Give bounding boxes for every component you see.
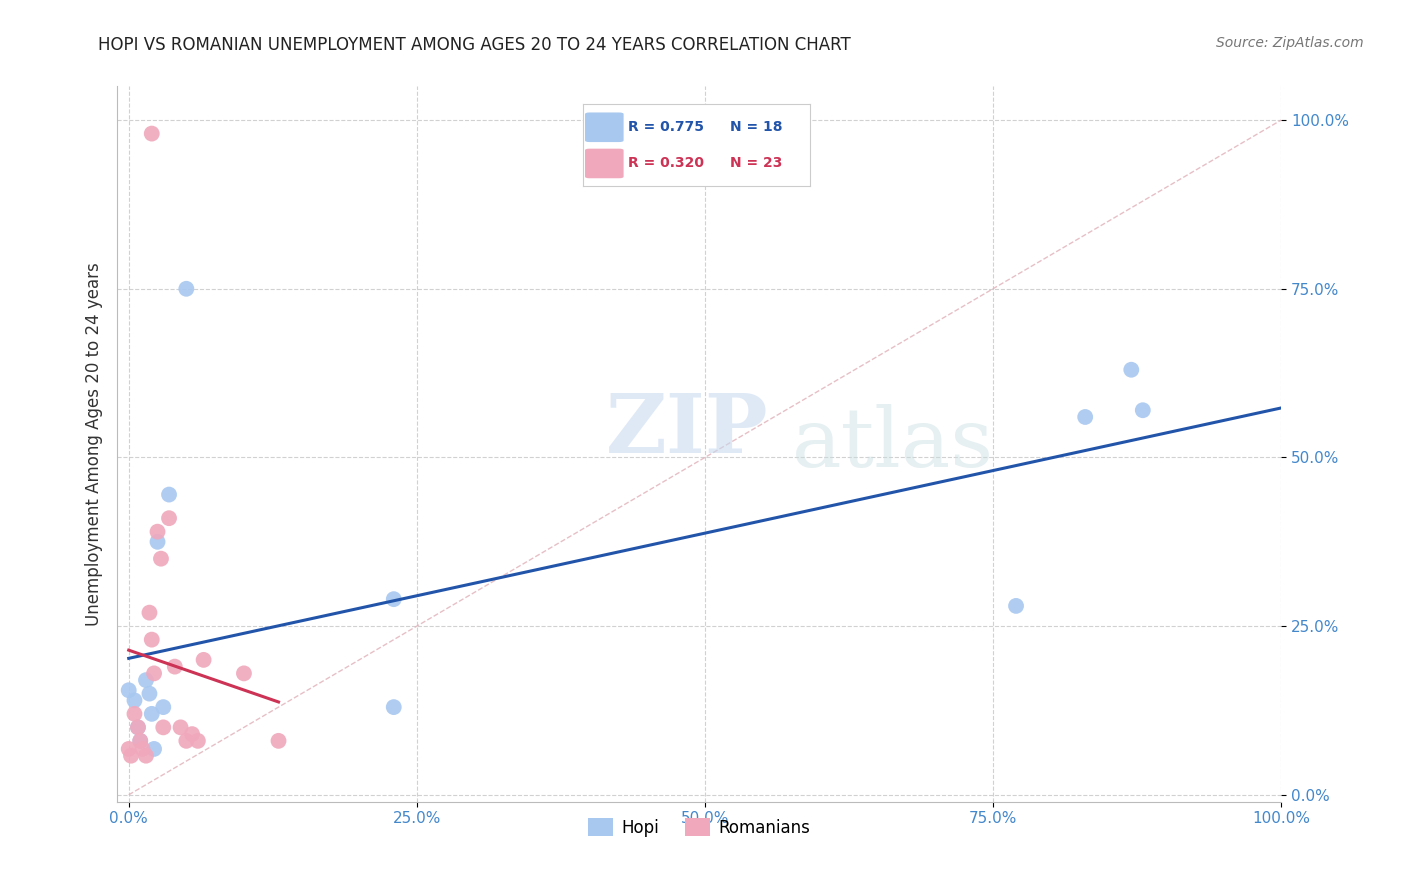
Point xyxy=(152,700,174,714)
Point xyxy=(187,734,209,748)
Point xyxy=(233,666,256,681)
Point xyxy=(135,673,157,687)
Text: atlas: atlas xyxy=(792,404,994,484)
Point xyxy=(193,653,215,667)
Point xyxy=(118,742,141,756)
Point xyxy=(120,748,142,763)
Point xyxy=(181,727,204,741)
Point xyxy=(127,720,149,734)
Point xyxy=(146,524,169,539)
Point xyxy=(176,282,198,296)
Point xyxy=(138,606,160,620)
Point xyxy=(267,734,290,748)
Point xyxy=(138,687,160,701)
Y-axis label: Unemployment Among Ages 20 to 24 years: Unemployment Among Ages 20 to 24 years xyxy=(86,262,103,626)
Point xyxy=(1121,363,1143,377)
Point xyxy=(141,706,163,721)
Point xyxy=(169,720,191,734)
Point xyxy=(141,632,163,647)
Point xyxy=(124,693,146,707)
Point xyxy=(1074,409,1097,424)
Text: ZIP: ZIP xyxy=(606,390,769,470)
Point xyxy=(141,127,163,141)
Point xyxy=(1005,599,1028,613)
Point xyxy=(135,748,157,763)
Point xyxy=(118,683,141,698)
Point xyxy=(131,742,153,756)
Point xyxy=(382,700,405,714)
Point xyxy=(157,487,180,501)
Point xyxy=(176,734,198,748)
Point xyxy=(127,720,149,734)
Point xyxy=(1132,403,1154,417)
Legend: Hopi, Romanians: Hopi, Romanians xyxy=(582,812,817,843)
Point xyxy=(129,734,152,748)
Point xyxy=(382,592,405,607)
Point xyxy=(143,666,166,681)
Point xyxy=(157,511,180,525)
Point xyxy=(143,742,166,756)
Point xyxy=(149,551,172,566)
Point xyxy=(152,720,174,734)
Point xyxy=(163,659,186,673)
Point xyxy=(129,734,152,748)
Point xyxy=(146,534,169,549)
Text: HOPI VS ROMANIAN UNEMPLOYMENT AMONG AGES 20 TO 24 YEARS CORRELATION CHART: HOPI VS ROMANIAN UNEMPLOYMENT AMONG AGES… xyxy=(98,36,851,54)
Point xyxy=(124,706,146,721)
Text: Source: ZipAtlas.com: Source: ZipAtlas.com xyxy=(1216,36,1364,50)
